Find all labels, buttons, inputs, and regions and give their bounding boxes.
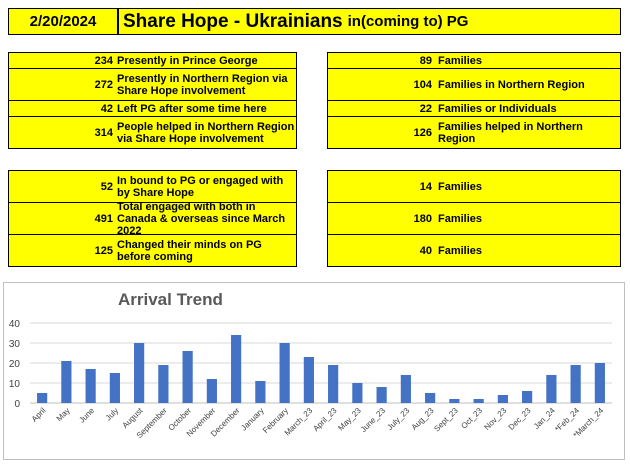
y-tick-label: 0: [14, 399, 20, 410]
x-tick-label: May: [55, 406, 72, 423]
bar-April: [37, 393, 48, 403]
bar-Sept_23: [449, 399, 460, 403]
family-count: 22: [419, 102, 432, 115]
right-row: 40 Families: [327, 234, 621, 267]
date-text: 2/20/2024: [29, 13, 97, 30]
title-main: Share Hope - Ukrainians: [123, 10, 343, 32]
bar-May_23: [352, 383, 363, 403]
bar-Nov_23: [497, 395, 508, 403]
row-description: People helped in Northern Region via Sha…: [117, 120, 295, 145]
family-description: Families: [438, 244, 483, 257]
family-description: Families or Individuals: [438, 102, 557, 115]
bar-Aug_23: [425, 393, 436, 403]
bar-July: [109, 373, 120, 403]
right-row: 126 Families helped in Northern Region: [327, 116, 621, 149]
right-row: 14 Families: [327, 170, 621, 203]
x-tick-label: Oct_23: [459, 406, 484, 431]
chart-frame: [3, 282, 625, 460]
family-description: Families: [438, 212, 483, 225]
left-row: 125 Changed their minds on PG before comi…: [8, 234, 297, 267]
bar-September: [158, 365, 169, 403]
row-description: In bound to PG or engaged with by Share …: [117, 174, 284, 199]
family-description: Families in Northern Region: [438, 78, 585, 91]
right-row: 89 Families: [327, 52, 621, 69]
y-tick-label: 30: [9, 339, 21, 350]
row-count: 314: [94, 126, 113, 139]
family-count: 104: [413, 78, 432, 91]
bar-November: [206, 379, 217, 403]
x-tick-label: April_23: [311, 406, 339, 434]
family-description: Families helped in Northern Region: [438, 120, 583, 145]
right-row: 104 Families in Northern Region: [327, 68, 621, 101]
bar-Jan_24: [546, 375, 557, 403]
bar-June: [85, 369, 96, 403]
x-tick-label: Nov_23: [482, 406, 508, 432]
bar-Dec_23: [522, 391, 533, 403]
bar-August: [134, 343, 145, 403]
header-title: Share Hope - Ukrainians in(coming to) PG: [118, 8, 621, 35]
row-count: 272: [94, 78, 113, 91]
row-description: Changed their minds on PG before coming: [117, 238, 262, 263]
row-count: 125: [94, 244, 113, 257]
bar-December: [231, 335, 242, 403]
title-sub: in(coming to) PG: [347, 13, 469, 30]
family-description: Families: [438, 180, 483, 193]
row-count: 42: [100, 102, 113, 115]
family-count: 40: [419, 244, 432, 257]
bar-October: [182, 351, 193, 403]
chart-title: Arrival Trend: [118, 290, 223, 309]
family-count: 14: [419, 180, 432, 193]
y-tick-label: 20: [9, 359, 21, 370]
family-description: Families: [438, 54, 483, 67]
row-count: 491: [94, 212, 113, 225]
x-tick-label: Sept_23: [432, 406, 460, 434]
family-count: 126: [413, 126, 432, 139]
left-row: 52 In bound to PG or engaged with by Shar…: [8, 170, 297, 203]
bar-June_23: [376, 387, 387, 403]
bar-*March_24: [594, 363, 605, 403]
bar-*Feb_24: [570, 365, 581, 403]
header-date: 2/20/2024: [8, 8, 118, 35]
x-tick-label: July_23: [385, 406, 411, 432]
y-tick-label: 10: [9, 379, 21, 390]
family-count: 180: [413, 212, 432, 225]
bar-February: [279, 343, 290, 403]
row-description: Total engaged with both in Canada & over…: [117, 200, 286, 237]
row-description: Presently in Northern Region via Share H…: [117, 72, 288, 97]
x-tick-label: July: [104, 406, 120, 422]
bar-April_23: [328, 365, 339, 403]
row-count: 234: [94, 54, 113, 67]
bar-March_23: [303, 357, 314, 403]
row-description: Presently in Prince George: [117, 54, 258, 67]
family-count: 89: [419, 54, 432, 67]
bar-January: [255, 381, 266, 403]
row-count: 52: [100, 180, 113, 193]
x-tick-label: June: [77, 406, 96, 425]
x-tick-label: June_23: [359, 406, 387, 434]
x-tick-label: Dec_23: [507, 406, 533, 432]
bar-July_23: [400, 375, 411, 403]
left-row: 314 People helped in Northern Region via …: [8, 116, 297, 149]
y-tick-label: 40: [9, 319, 21, 330]
bar-Oct_23: [473, 399, 484, 403]
row-description: Left PG after some time here: [117, 102, 267, 115]
bar-May: [61, 361, 72, 403]
x-tick-label: April: [30, 406, 48, 424]
